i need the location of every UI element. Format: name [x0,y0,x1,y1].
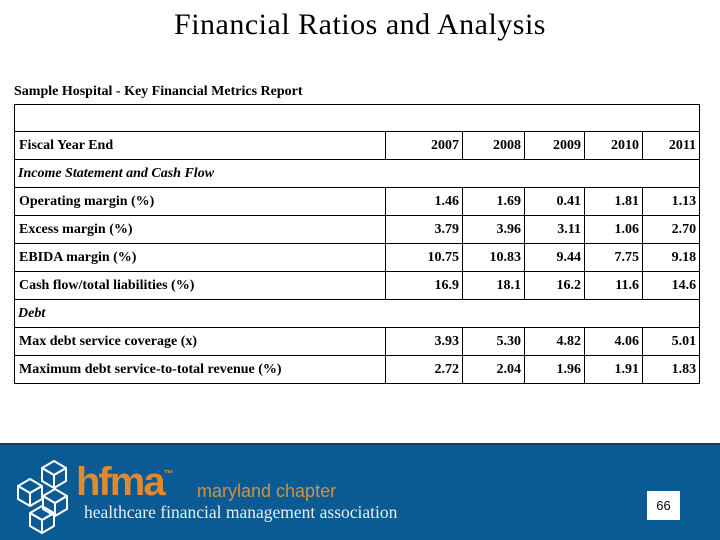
value-cell: 3.93 [385,327,463,356]
row-label-cell: Cash flow/total liabilities (%) [14,271,386,300]
value-cell: 1.96 [524,355,585,384]
slide-title: Financial Ratios and Analysis [174,8,546,41]
section-header-cell: Debt [14,299,700,328]
value-cell: 16.9 [385,271,463,300]
value-cell: 5.30 [462,327,525,356]
value-cell: 9.18 [641,243,700,272]
row-label-cell: Max debt service coverage (x) [14,327,386,356]
value-cell: 1.13 [641,187,700,216]
table-row-data: Maximum debt service-to-total revenue (%… [14,355,700,384]
year-header-cell: 2011 [641,131,700,160]
year-header-cell: 2010 [584,131,643,160]
trademark-symbol: ™ [163,469,174,480]
value-cell: 16.2 [524,271,585,300]
row-label-cell: EBIDA margin (%) [14,243,386,272]
report-subtitle: Sample Hospital - Key Financial Metrics … [14,84,303,99]
hfma-logo-mark [17,460,68,534]
value-cell: 9.44 [524,243,585,272]
blank-cell [14,104,700,132]
table-row-data: Cash flow/total liabilities (%) 16.9 18.1 1… [14,271,700,300]
row-label-cell: Operating margin (%) [14,187,386,216]
org-name: healthcare financial management associat… [84,502,398,522]
value-cell: 2.72 [385,355,463,384]
value-cell: 18.1 [462,271,525,300]
value-cell: 0.41 [524,187,585,216]
table-row-data: EBIDA margin (%) 10.75 10.83 9.44 7.75 9.18 [14,243,700,272]
footer-bar: hfma™ maryland chapter healthcare financ… [0,443,720,540]
value-cell: 1.69 [462,187,525,216]
table-row-section: Debt [14,299,700,328]
page-number-badge: 66 [647,491,680,520]
table-row-data: Excess margin (%) 3.79 3.96 3.11 1.06 2.70 [14,215,700,244]
table-row-section: Income Statement and Cash Flow [14,159,700,188]
value-cell: 3.79 [385,215,463,244]
value-cell: 5.01 [641,327,700,356]
table-row-blank [14,104,700,132]
chapter-name: maryland chapter [197,481,337,501]
value-cell: 4.82 [524,327,585,356]
value-cell: 3.11 [524,215,585,244]
value-cell: 1.06 [584,215,643,244]
table-row-data: Max debt service coverage (x) 3.93 5.30 4.8… [14,327,700,356]
row-label-cell: Maximum debt service-to-total revenue (%… [14,355,386,384]
table-row-header: Fiscal Year End 2007 2008 2009 2010 2011 [14,131,700,160]
financial-metrics-table: Fiscal Year End 2007 2008 2009 2010 2011 Incom… [14,104,701,384]
hfma-wordmark: hfma [76,460,166,504]
value-cell: 1.83 [641,355,700,384]
row-label-cell: Excess margin (%) [14,215,386,244]
value-cell: 11.6 [584,271,643,300]
value-cell: 1.81 [584,187,643,216]
value-cell: 2.70 [641,215,700,244]
value-cell: 3.96 [462,215,525,244]
year-header-cell: 2007 [385,131,463,160]
value-cell: 10.75 [385,243,463,272]
value-cell: 14.6 [641,271,700,300]
value-cell: 1.46 [385,187,463,216]
hfma-logo-text: hfma™ [76,462,174,502]
value-cell: 7.75 [584,243,643,272]
section-header-cell: Income Statement and Cash Flow [14,159,700,188]
table-row-data: Operating margin (%) 1.46 1.69 0.41 1.81 1.13 [14,187,700,216]
year-header-cell: 2008 [462,131,525,160]
year-header-cell: 2009 [524,131,585,160]
value-cell: 4.06 [584,327,643,356]
value-cell: 10.83 [462,243,525,272]
value-cell: 1.91 [584,355,643,384]
row-label-cell: Fiscal Year End [14,131,386,160]
value-cell: 2.04 [462,355,525,384]
